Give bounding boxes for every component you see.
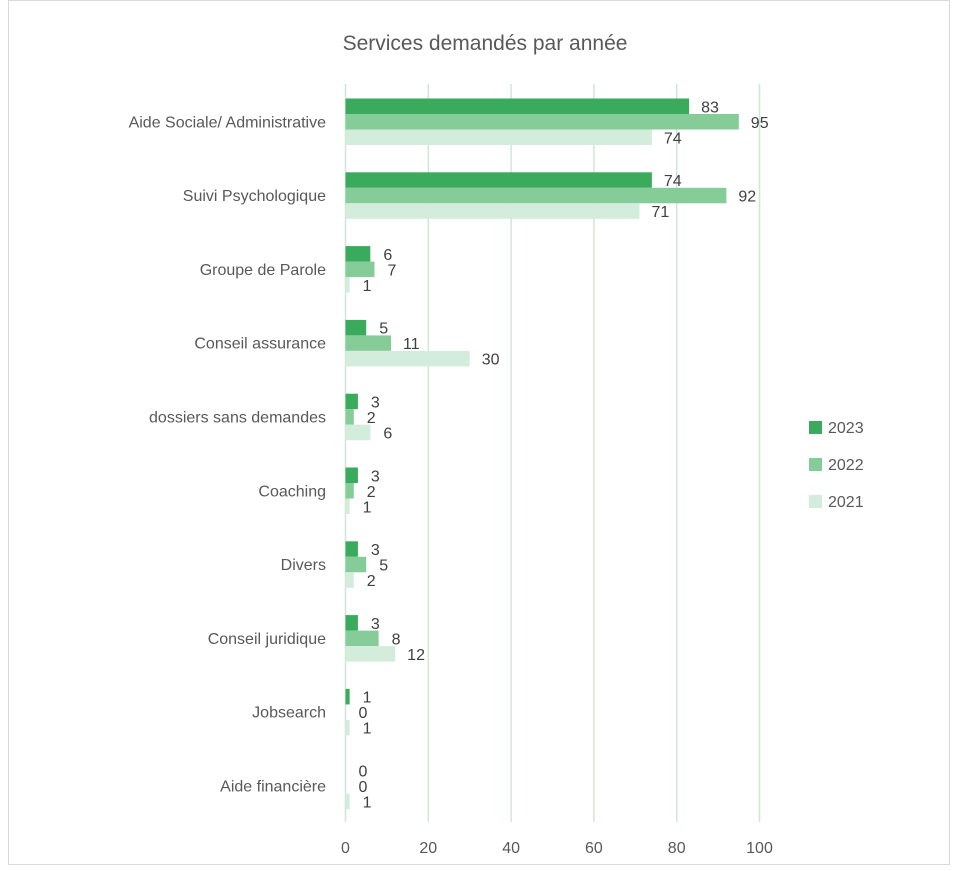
data-label: 74 — [664, 130, 682, 147]
category-labels: Aide Sociale/ Administrative Suivi Psycho… — [129, 114, 327, 795]
bar — [345, 98, 690, 114]
data-label: 3 — [371, 468, 380, 485]
bar — [345, 393, 358, 410]
data-label: 0 — [359, 763, 368, 780]
legend-label: 2021 — [828, 494, 864, 511]
bar — [345, 350, 470, 367]
bar — [345, 129, 652, 145]
x-tick-label: 100 — [746, 840, 773, 857]
bar — [345, 172, 652, 188]
data-label: 2 — [367, 484, 376, 501]
data-label: 1 — [363, 721, 372, 738]
x-tick-label: 80 — [668, 840, 686, 857]
category-label: dossiers sans demandes — [149, 409, 326, 426]
bar — [345, 424, 371, 441]
x-tick-label: 40 — [502, 840, 520, 857]
bar — [345, 319, 367, 336]
bar — [345, 646, 396, 662]
data-label: 8 — [392, 631, 401, 648]
bar — [345, 556, 367, 573]
bar — [345, 541, 358, 557]
bar — [345, 483, 354, 499]
legend-label: 2023 — [828, 420, 864, 437]
data-label: 12 — [407, 647, 425, 664]
category-label: Aide financière — [220, 778, 326, 795]
bar — [345, 261, 375, 278]
legend: 2023 2022 2021 — [809, 420, 864, 511]
bar — [345, 793, 350, 810]
data-label: 6 — [383, 425, 392, 442]
data-label: 2 — [367, 410, 376, 427]
data-label: 5 — [379, 558, 388, 575]
x-tick-label: 20 — [419, 840, 437, 857]
data-label: 6 — [383, 247, 392, 264]
data-label: 1 — [363, 278, 372, 295]
category-label: Divers — [281, 557, 326, 574]
category-label: Aide Sociale/ Administrative — [129, 114, 327, 131]
data-label: 7 — [387, 262, 396, 279]
chart-title: Services demandés par année — [343, 32, 628, 55]
data-label: 1 — [363, 499, 372, 516]
data-label: 95 — [751, 115, 769, 132]
bar — [345, 277, 350, 293]
data-label: 74 — [664, 173, 682, 190]
category-label: Conseil juridique — [208, 631, 326, 648]
data-label: 3 — [371, 542, 380, 559]
bar — [345, 688, 350, 705]
data-label: 0 — [359, 705, 368, 722]
data-label: 11 — [403, 336, 420, 353]
data-label: 71 — [651, 204, 669, 221]
data-label: 3 — [371, 394, 380, 411]
data-label: 1 — [363, 794, 372, 811]
data-label: 30 — [482, 352, 500, 369]
bar — [345, 114, 739, 130]
x-tick-label: 60 — [585, 840, 603, 857]
legend-swatch — [809, 421, 822, 434]
category-label: Conseil assurance — [194, 336, 326, 353]
bar — [345, 615, 358, 631]
legend-swatch — [809, 458, 822, 471]
bar — [345, 335, 392, 351]
bar — [345, 246, 371, 262]
bar — [345, 498, 350, 514]
category-label: Jobsearch — [252, 705, 326, 722]
data-label: 3 — [371, 616, 380, 633]
x-tick-label: 0 — [341, 840, 350, 857]
bar — [345, 467, 358, 483]
category-label: Groupe de Parole — [200, 262, 326, 279]
bar — [345, 572, 354, 588]
bar — [345, 719, 350, 736]
bar — [345, 409, 354, 425]
bar — [345, 187, 727, 204]
data-label: 1 — [363, 690, 372, 707]
data-label: 5 — [379, 321, 388, 338]
data-label: 92 — [738, 189, 756, 206]
data-label: 0 — [359, 779, 368, 796]
category-label: Coaching — [258, 483, 326, 500]
data-label: 2 — [367, 573, 376, 590]
x-axis-ticks: 0 20 40 60 80 100 — [341, 840, 773, 857]
category-label: Suivi Psychologique — [183, 188, 326, 205]
bar — [345, 630, 379, 647]
legend-label: 2022 — [828, 457, 864, 474]
legend-swatch — [809, 495, 822, 508]
bar — [345, 203, 640, 219]
data-label: 83 — [701, 99, 719, 116]
